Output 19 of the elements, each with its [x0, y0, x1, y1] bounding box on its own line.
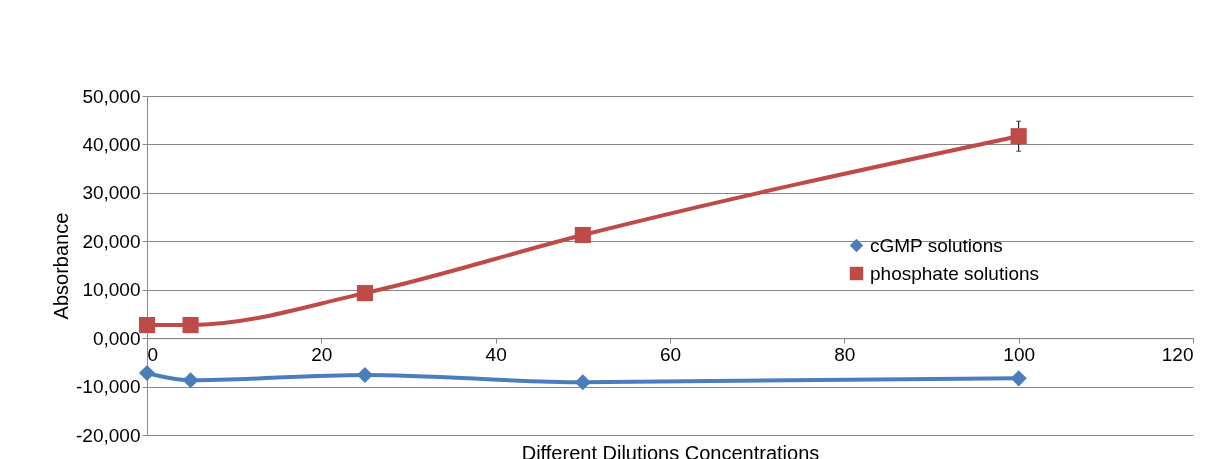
legend-label: phosphate solutions [870, 262, 1040, 284]
y-tick-label: 0,000 [92, 327, 141, 349]
y-tick-label: 50,000 [82, 85, 141, 107]
legend-label: cGMP solutions [870, 234, 1003, 256]
y-tick-label: 30,000 [82, 182, 141, 204]
x-tick-label: 20 [311, 343, 333, 365]
y-tick-label: -20,000 [76, 424, 141, 446]
x-tick-label: 40 [485, 343, 507, 365]
x-axis-title: Different Dilutions Concentrations [521, 441, 820, 459]
y-tick-label: 20,000 [82, 230, 141, 252]
y-tick-label: -10,000 [76, 376, 141, 398]
x-tick-label: 80 [834, 343, 856, 365]
y-tick-label: 10,000 [82, 279, 141, 301]
x-tick-label: 120 [1161, 343, 1194, 365]
x-tick-label: 100 [1003, 343, 1036, 365]
x-tick-label: 0 [147, 343, 159, 365]
y-tick-label: 40,000 [82, 133, 141, 155]
y-axis-title: Absorbance [50, 212, 73, 320]
x-tick-label: 60 [659, 343, 682, 365]
